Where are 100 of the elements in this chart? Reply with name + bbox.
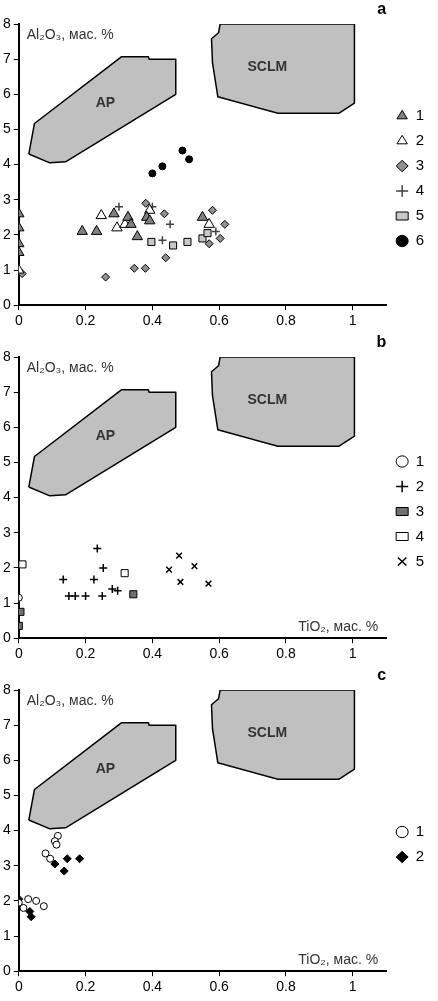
point bbox=[120, 569, 129, 578]
point bbox=[157, 235, 168, 245]
x-tick-label: 0.2 bbox=[75, 978, 96, 995]
x-tick-label: 0.6 bbox=[209, 978, 230, 995]
y-tick-label: 7 bbox=[2, 716, 11, 733]
point bbox=[178, 146, 187, 155]
point bbox=[97, 591, 108, 601]
y-tick-label: 8 bbox=[2, 680, 11, 697]
point bbox=[46, 854, 55, 863]
point bbox=[114, 202, 124, 212]
point bbox=[147, 237, 156, 246]
point bbox=[90, 224, 103, 235]
x-tick-label: 0.6 bbox=[209, 312, 230, 329]
y-tick-label: 0 bbox=[2, 296, 11, 313]
x-tick-label: 1 bbox=[348, 978, 357, 995]
point bbox=[141, 198, 151, 208]
series-label: AP bbox=[95, 93, 116, 110]
y-tick-label: 2 bbox=[2, 225, 11, 242]
y-tick-label: 4 bbox=[2, 155, 11, 172]
point bbox=[176, 578, 185, 586]
y-tick-label: 6 bbox=[2, 85, 11, 102]
chart-title: b bbox=[376, 333, 387, 351]
x-tick-label: 0.6 bbox=[209, 645, 230, 662]
y-tick-label: 6 bbox=[2, 418, 11, 435]
point bbox=[183, 237, 192, 246]
x-tick-label: 0.8 bbox=[276, 312, 296, 329]
point bbox=[159, 209, 169, 219]
series-label: SCLM bbox=[247, 391, 288, 408]
point bbox=[18, 607, 25, 616]
x-axis-title: TiO₂, мас. % bbox=[298, 951, 379, 968]
point bbox=[24, 895, 33, 904]
legend-label: 2 bbox=[415, 476, 424, 494]
point bbox=[203, 217, 215, 228]
y-tick-label: 3 bbox=[2, 856, 11, 873]
x-tick-label: 0.4 bbox=[142, 978, 163, 995]
y-tick-label: 5 bbox=[2, 120, 11, 137]
y-tick-label: 3 bbox=[2, 190, 11, 207]
y-axis-title: Al₂O₃, мас. % bbox=[26, 691, 114, 708]
y-tick-label: 7 bbox=[2, 50, 11, 67]
y-axis-title: Al₂O₃, мас. % bbox=[26, 358, 114, 375]
point bbox=[215, 233, 225, 243]
point bbox=[89, 574, 99, 585]
legend-label: 1 bbox=[415, 106, 424, 124]
point bbox=[95, 209, 107, 220]
legend-label: 6 bbox=[415, 231, 424, 249]
series-label: SCLM bbox=[247, 724, 288, 741]
series-label: AP bbox=[95, 759, 116, 776]
point bbox=[32, 896, 41, 905]
point bbox=[75, 854, 85, 864]
y-tick-label: 7 bbox=[2, 383, 11, 400]
y-tick-label: 0 bbox=[2, 629, 11, 646]
y-tick-label: 5 bbox=[2, 786, 11, 803]
y-tick-label: 1 bbox=[2, 593, 11, 610]
point bbox=[108, 207, 120, 218]
x-tick-label: 0.8 bbox=[276, 645, 296, 662]
y-tick-label: 1 bbox=[2, 260, 11, 277]
legend-label: 4 bbox=[415, 526, 424, 544]
x-tick-label: 0.4 bbox=[142, 312, 163, 329]
point bbox=[169, 241, 178, 250]
point bbox=[144, 214, 156, 225]
x-tick-label: 0.8 bbox=[276, 978, 296, 995]
y-tick-label: 2 bbox=[2, 558, 11, 575]
point bbox=[131, 230, 144, 241]
chart-title: a bbox=[377, 0, 387, 18]
y-tick-label: 5 bbox=[2, 453, 11, 470]
legend-label: 1 bbox=[415, 822, 424, 840]
point bbox=[125, 217, 137, 228]
x-tick-label: 0 bbox=[14, 978, 23, 995]
point bbox=[161, 253, 171, 263]
x-tick-label: 0.4 bbox=[142, 645, 163, 662]
series-label: AP bbox=[95, 426, 116, 443]
point bbox=[64, 591, 74, 601]
x-tick-label: 1 bbox=[348, 645, 357, 662]
y-tick-label: 2 bbox=[2, 891, 11, 908]
x-tick-label: 0 bbox=[14, 645, 23, 662]
point bbox=[18, 560, 27, 569]
point bbox=[129, 263, 139, 273]
point bbox=[39, 902, 48, 911]
point bbox=[198, 234, 207, 243]
y-tick-label: 8 bbox=[2, 347, 11, 364]
point bbox=[41, 849, 50, 858]
point bbox=[148, 169, 157, 178]
x-tick-label: 0 bbox=[14, 312, 23, 329]
legend-label: 5 bbox=[415, 551, 424, 569]
legend-label: 2 bbox=[415, 847, 424, 865]
y-tick-label: 8 bbox=[2, 14, 11, 31]
legend-label: 2 bbox=[415, 131, 424, 149]
point bbox=[185, 155, 194, 164]
x-tick-label: 1 bbox=[348, 312, 357, 329]
y-tick-label: 6 bbox=[2, 751, 11, 768]
series-label: SCLM bbox=[247, 58, 288, 75]
chart-title: c bbox=[377, 666, 387, 684]
legend-label: 3 bbox=[415, 156, 424, 174]
y-tick-label: 3 bbox=[2, 523, 11, 540]
point bbox=[70, 591, 80, 601]
point bbox=[50, 859, 60, 869]
y-axis-title: Al₂O₃, мас. % bbox=[26, 25, 114, 42]
point bbox=[196, 210, 209, 221]
point bbox=[111, 221, 123, 232]
point bbox=[140, 263, 150, 273]
